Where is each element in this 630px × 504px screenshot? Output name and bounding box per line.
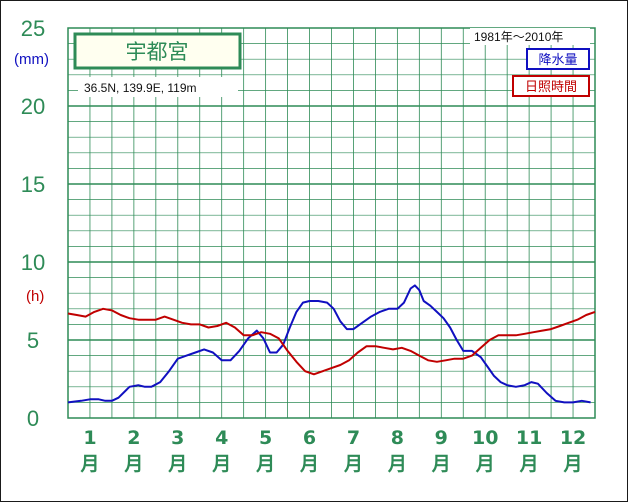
location-bg: [78, 77, 238, 97]
x-axis: 1 月 2 月 3 月 4 月 5 月 6 月 7 月 8 月 9 月 10 月 11 月 12 月: [79, 427, 586, 475]
series-sun-line: [67, 307, 596, 376]
x-tick-suffix: 月: [167, 453, 187, 475]
x-tick-label: 2: [127, 427, 140, 449]
x-tick-suffix: 月: [519, 453, 539, 475]
x-tick-label: 3: [171, 427, 184, 449]
y-tick-label: 20: [21, 94, 45, 119]
y-axis: 0 5 10 15 20 25: [21, 16, 45, 431]
x-tick-suffix: 月: [123, 453, 143, 475]
x-tick-label: 11: [516, 427, 542, 449]
x-tick-suffix: 月: [387, 453, 407, 475]
x-tick-suffix: 月: [343, 453, 363, 475]
x-tick-label: 8: [391, 427, 404, 449]
x-tick-label: 12: [560, 427, 586, 449]
legend-rain-label: 降水量: [538, 53, 577, 68]
station-name: 宇都宮: [126, 40, 189, 64]
y-unit-right: (h): [26, 288, 44, 305]
legend-sun-label: 日照時間: [525, 80, 577, 95]
period-bg: [470, 28, 590, 45]
x-tick-suffix: 月: [431, 453, 451, 475]
y-tick-label: 0: [27, 406, 39, 431]
legend-sun: [512, 75, 590, 97]
period-label: 1981年〜2010年: [474, 30, 563, 44]
legend-rain: [526, 48, 590, 70]
x-tick-label: 7: [347, 427, 360, 449]
x-tick-label: 1: [83, 427, 96, 449]
y-tick-label: 5: [27, 328, 39, 353]
x-tick-label: 10: [472, 427, 498, 449]
x-tick-suffix: 月: [255, 453, 275, 475]
y-unit-left: (mm): [14, 51, 49, 68]
location-label: 36.5N, 139.9E, 119m: [84, 81, 197, 95]
station-box: [73, 32, 242, 70]
x-tick-label: 4: [215, 427, 228, 449]
x-tick-label: 6: [303, 427, 316, 449]
x-tick-suffix: 月: [563, 453, 583, 475]
series-rain-line: [67, 284, 591, 404]
x-tick-suffix: 月: [211, 453, 231, 475]
y-tick-label: 15: [21, 172, 45, 197]
x-tick-label: 5: [259, 427, 272, 449]
x-tick-suffix: 月: [475, 453, 495, 475]
y-tick-label: 25: [21, 16, 45, 41]
x-tick-suffix: 月: [299, 453, 319, 475]
x-tick-suffix: 月: [79, 453, 99, 475]
x-tick-label: 9: [435, 427, 448, 449]
y-tick-label: 10: [21, 250, 45, 275]
